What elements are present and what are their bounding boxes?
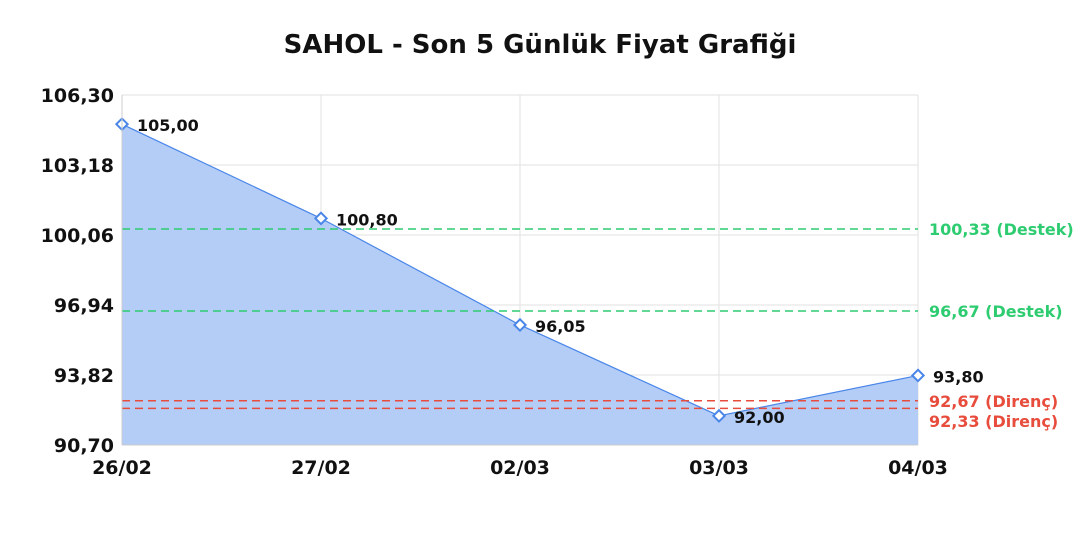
y-tick-label: 103,18 (41, 155, 114, 177)
data-point (313, 211, 329, 226)
chart-title: SAHOL - Son 5 Günlük Fiyat Grafiği (284, 30, 797, 60)
data-label: 105,00 (137, 116, 199, 135)
data-point (711, 408, 727, 423)
y-tick-label: 93,82 (54, 365, 114, 387)
y-tick-label: 90,70 (54, 435, 114, 457)
data-point (910, 368, 926, 383)
x-tick-label: 04/03 (888, 457, 948, 479)
area-fill (122, 124, 918, 446)
x-tick-label: 26/02 (92, 457, 152, 479)
y-tick-label: 100,06 (41, 225, 114, 247)
x-tick-label: 03/03 (689, 457, 749, 479)
reference-label: 92,33 (Direnç) (929, 412, 1058, 431)
data-label: 96,05 (535, 317, 586, 336)
y-tick-label: 96,94 (54, 295, 114, 317)
reference-label: 92,67 (Direnç) (929, 392, 1058, 411)
x-tick-label: 02/03 (490, 457, 550, 479)
x-tick-label: 27/02 (291, 457, 351, 479)
data-label: 93,80 (933, 367, 984, 386)
reference-label: 100,33 (Destek) (929, 220, 1074, 239)
reference-label: 96,67 (Destek) (929, 302, 1063, 321)
y-tick-label: 106,30 (41, 85, 114, 107)
data-label: 92,00 (734, 408, 785, 427)
data-label: 100,80 (336, 210, 398, 229)
data-point (512, 317, 528, 333)
